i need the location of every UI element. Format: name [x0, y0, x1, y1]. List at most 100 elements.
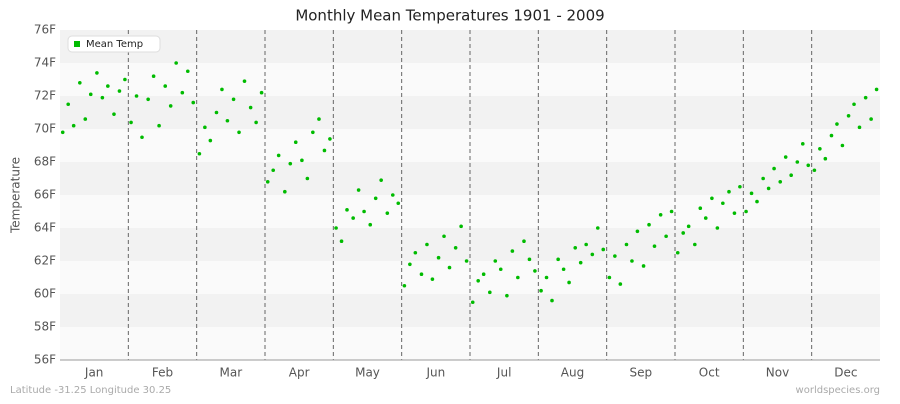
point: [533, 269, 537, 273]
point: [163, 84, 168, 88]
point: [157, 123, 161, 128]
point: [464, 259, 469, 263]
point: [727, 189, 731, 194]
point: [259, 90, 264, 95]
point: [254, 120, 258, 125]
point: [419, 272, 424, 277]
x-tick-label: Dec: [834, 366, 857, 380]
point: [185, 69, 190, 74]
x-tick-label: Aug: [561, 366, 584, 380]
point: [874, 87, 879, 92]
point: [168, 104, 173, 108]
point: [396, 201, 401, 206]
x-tick-label: Sep: [630, 366, 653, 380]
point: [83, 117, 88, 121]
point: [795, 160, 800, 164]
point: [590, 252, 595, 257]
point: [652, 244, 657, 248]
point: [840, 143, 845, 148]
legend-box: [67, 35, 161, 53]
point: [88, 92, 93, 97]
point: [561, 267, 566, 272]
point: [174, 61, 178, 65]
point: [806, 163, 811, 168]
point: [550, 298, 554, 303]
point: [300, 158, 304, 163]
point: [527, 257, 532, 262]
point: [180, 90, 185, 95]
point: [556, 257, 560, 262]
point: [863, 95, 868, 100]
point: [117, 89, 122, 93]
point: [635, 229, 640, 234]
y-tick-label: 62F: [34, 254, 56, 268]
point: [686, 224, 691, 229]
point: [493, 259, 498, 263]
point: [197, 151, 202, 156]
point: [544, 275, 549, 280]
point: [778, 180, 783, 184]
point: [715, 226, 720, 230]
point: [693, 242, 697, 247]
point: [276, 153, 281, 158]
y-tick-label: 60F: [34, 287, 56, 301]
point: [573, 246, 578, 250]
point: [624, 242, 629, 247]
point: [402, 283, 407, 288]
x-tick-label: Nov: [766, 366, 789, 380]
point: [203, 125, 207, 130]
point: [60, 130, 65, 135]
point: [505, 293, 509, 298]
point: [869, 117, 873, 121]
y-tick-label: 56F: [34, 353, 56, 367]
point: [618, 282, 623, 286]
point: [379, 178, 383, 182]
point: [112, 112, 116, 116]
point: [698, 206, 703, 210]
point: [710, 196, 714, 201]
point: [362, 209, 366, 214]
point: [225, 118, 230, 123]
point: [288, 161, 293, 166]
point: [339, 239, 344, 243]
point: [220, 87, 224, 92]
point: [208, 138, 213, 143]
point: [78, 81, 82, 85]
point: [390, 193, 395, 197]
point: [123, 77, 127, 82]
legend-label: Mean Temp: [86, 39, 143, 50]
point: [476, 279, 481, 283]
point: [481, 272, 486, 277]
x-tick-label: May: [355, 366, 380, 380]
x-tick-label: Oct: [699, 366, 720, 380]
point: [328, 137, 332, 141]
point: [721, 201, 725, 206]
point: [823, 156, 828, 161]
point: [578, 260, 583, 265]
point: [95, 71, 99, 75]
point: [271, 168, 276, 173]
point: [641, 264, 646, 268]
point: [800, 142, 805, 146]
point: [829, 133, 834, 138]
point: [447, 265, 452, 270]
y-axis-label: Temperature: [9, 157, 23, 234]
point: [749, 191, 754, 196]
y-tick-label: 66F: [34, 188, 56, 202]
point: [146, 97, 150, 102]
point: [385, 211, 390, 215]
point: [100, 95, 105, 100]
y-tick-label: 72F: [34, 89, 56, 103]
point: [675, 250, 680, 255]
point: [852, 102, 856, 107]
point: [191, 100, 196, 105]
x-tick-label: Jun: [425, 366, 445, 380]
point: [703, 216, 708, 220]
point: [430, 277, 435, 281]
point: [214, 110, 219, 115]
point: [601, 247, 606, 252]
point: [607, 275, 612, 280]
point: [242, 79, 247, 83]
point: [539, 288, 543, 293]
point: [835, 122, 839, 126]
